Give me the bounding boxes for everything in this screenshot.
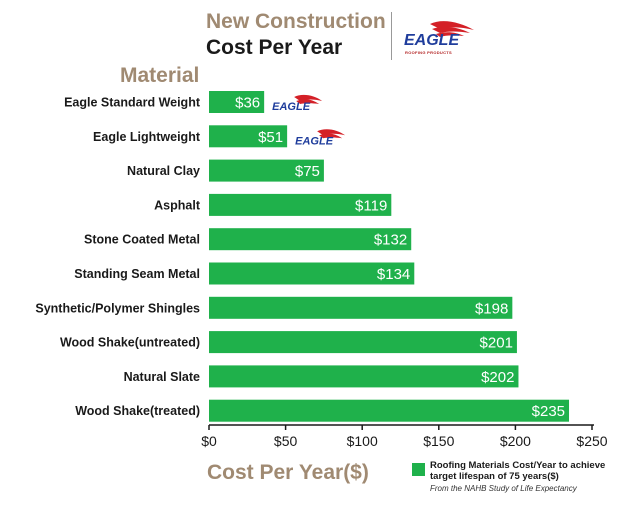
eagle-mini-logo-icon: EAGLE (295, 129, 346, 147)
bar (209, 91, 265, 113)
category-label: Standing Seam Metal (74, 267, 200, 281)
data-label: $75 (295, 163, 320, 180)
eagle-mini-wing (319, 133, 343, 139)
category-label: Eagle Standard Weight (64, 96, 201, 110)
bar (209, 331, 517, 354)
bar (209, 296, 513, 319)
bar (209, 365, 519, 388)
category-label: Synthetic/Polymer Shingles (35, 301, 200, 315)
category-label: Asphalt (154, 198, 201, 212)
x-axis-title: Cost Per Year($) (207, 461, 369, 484)
bar (209, 193, 392, 216)
eagle-mini-wing (296, 99, 320, 104)
data-label: $119 (355, 197, 387, 214)
x-tick-label: $0 (201, 433, 217, 449)
eagle-logo-icon: EAGLE (404, 21, 474, 49)
eagle-mini-logo-text: EAGLE (295, 135, 334, 147)
eagle-mini-wing (317, 129, 346, 136)
data-label: $134 (377, 266, 410, 283)
legend-source: From the NAHB Study of Life Expectancy (430, 484, 577, 493)
data-label: $36 (235, 95, 260, 112)
legend-label: Roofing Materials Cost/Year to achieve t… (430, 460, 606, 482)
category-label: Wood Shake(untreated) (60, 336, 200, 350)
data-label: $132 (374, 232, 407, 249)
legend-swatch (412, 463, 425, 476)
category-label: Wood Shake(treated) (75, 404, 200, 418)
title-divider (391, 12, 392, 60)
x-tick-label: $100 (347, 433, 378, 449)
chart-title-line1: New Construction (206, 10, 386, 33)
logo-text: EAGLE (404, 32, 460, 49)
bar (209, 159, 324, 182)
bar (209, 228, 412, 251)
eagle-logo: EAGLE (402, 20, 478, 55)
eagle-mini-wing (294, 94, 323, 101)
data-label: $201 (480, 335, 513, 352)
eagle-mini-logo-icon: EAGLE (272, 94, 323, 113)
category-label: Stone Coated Metal (84, 233, 200, 247)
bar (209, 399, 570, 422)
data-label: $198 (475, 300, 508, 317)
bar (209, 125, 288, 148)
data-label: $51 (258, 129, 283, 146)
eagle-mini-logo-text: EAGLE (272, 101, 311, 113)
x-tick-label: $150 (423, 433, 454, 449)
bar (209, 262, 415, 285)
x-tick-label: $200 (500, 433, 531, 449)
data-label: $235 (532, 403, 565, 420)
chart-title-line2: Cost Per Year (206, 36, 343, 59)
category-label: Natural Clay (127, 164, 200, 178)
x-tick-label: $250 (576, 433, 607, 449)
category-label: Eagle Lightweight (93, 130, 201, 144)
category-label: Natural Slate (124, 370, 200, 384)
x-tick-label: $50 (274, 433, 298, 449)
logo-subtext: ROOFING PRODUCTS (405, 50, 453, 55)
category-header: Material (120, 64, 200, 87)
data-label: $202 (481, 369, 514, 386)
